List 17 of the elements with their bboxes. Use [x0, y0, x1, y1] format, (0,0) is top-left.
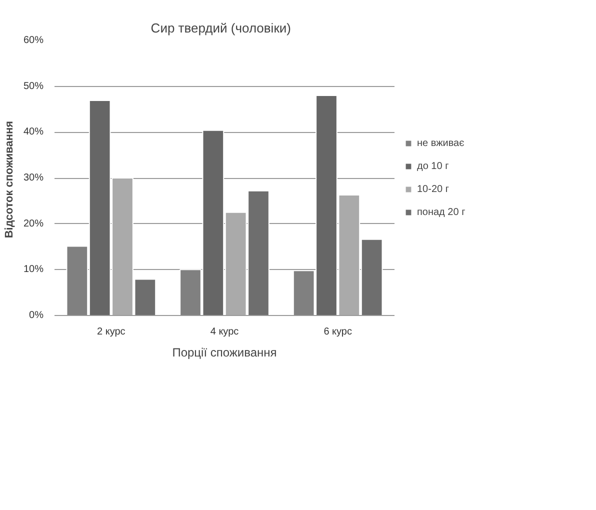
y-tick-label: 0% — [29, 310, 44, 321]
legend-label: до 10 г — [417, 160, 449, 172]
x-tick-label: 2 курс — [97, 326, 126, 338]
y-tick-label: 20% — [23, 218, 44, 230]
legend-label: понад 20 г — [417, 206, 466, 218]
legend-label: не вживає — [417, 138, 464, 148]
y-tick-label: 30% — [23, 172, 44, 184]
y-tick-label: 50% — [23, 80, 44, 92]
x-axis-title: Порції споживання — [172, 346, 277, 360]
y-tick-label: 40% — [23, 126, 44, 138]
y-axis-title: Відсоток споживання — [3, 120, 16, 238]
legend-label: 10-20 г — [417, 184, 450, 194]
chart-title: Сир твердий (чоловіки) — [150, 20, 291, 36]
x-tick-label: 4 курс — [210, 326, 239, 338]
x-tick-label: 6 курс — [324, 326, 352, 338]
y-tick-label: 60% — [23, 35, 44, 46]
y-tick-label: 10% — [23, 264, 44, 276]
